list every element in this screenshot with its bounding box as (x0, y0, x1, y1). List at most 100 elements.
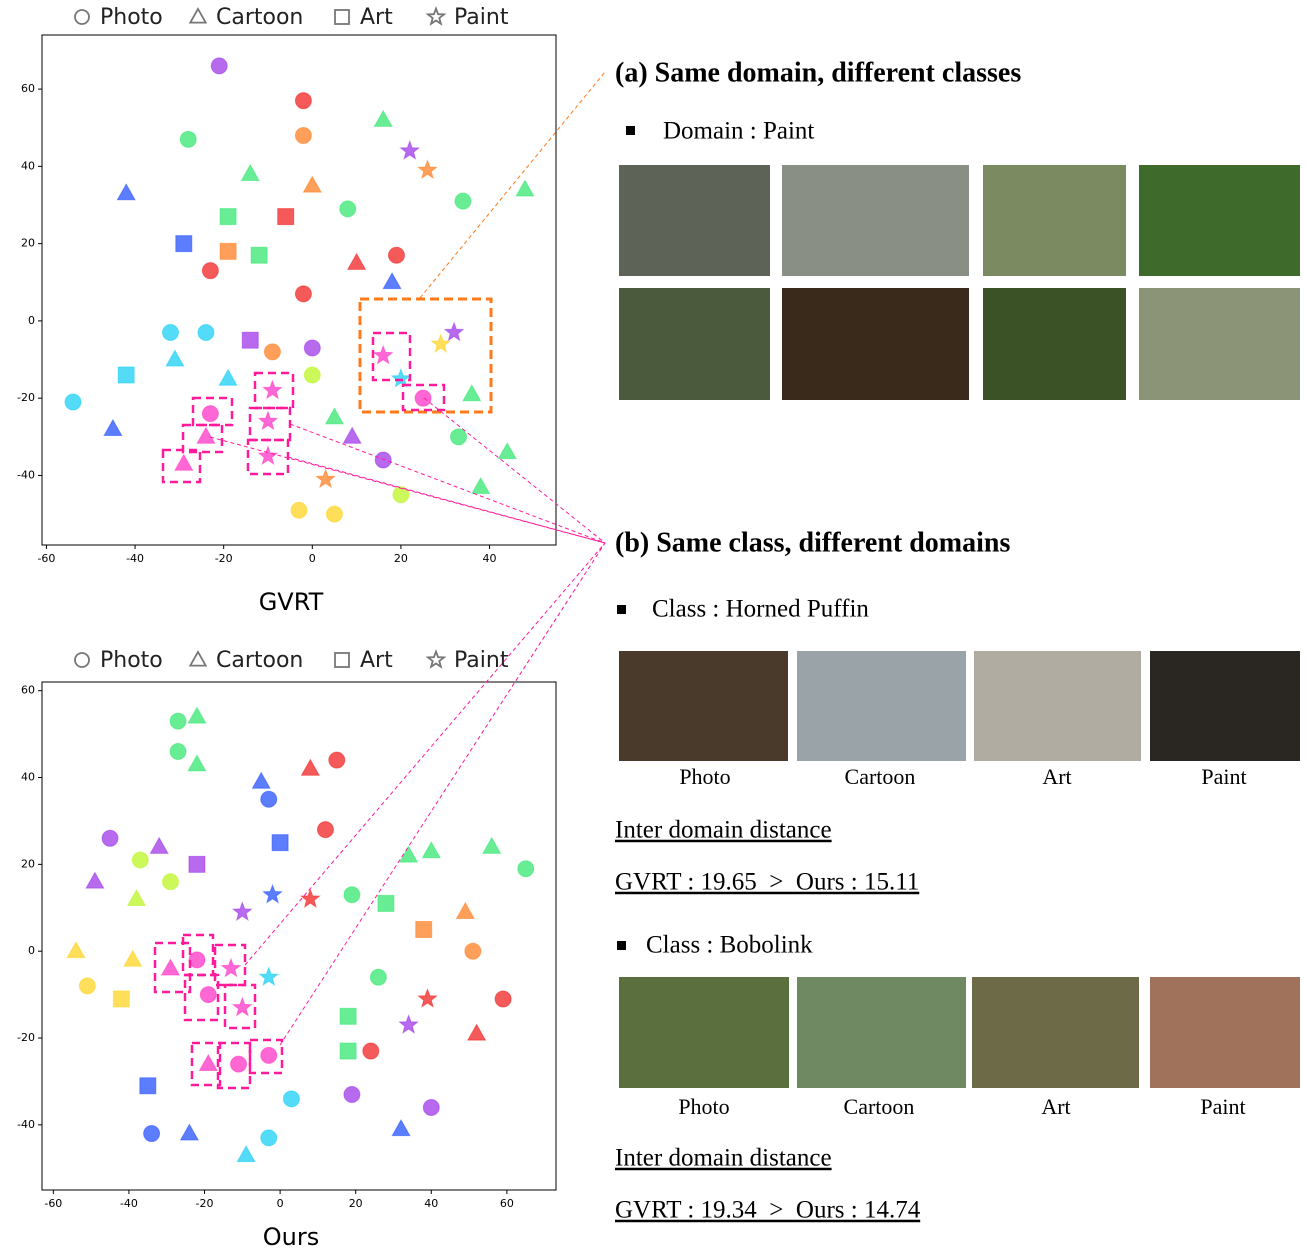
point (198, 325, 214, 341)
y-tick-label: 60 (21, 684, 35, 697)
image (619, 977, 789, 1088)
class-label: Class : Bobolink (646, 932, 813, 959)
point (261, 1130, 277, 1146)
point (65, 394, 81, 410)
point (295, 93, 311, 109)
figure: -60-40-2002040-40-200204060PhotoCartoonA… (0, 0, 1307, 1253)
image (1150, 651, 1300, 761)
image (983, 288, 1126, 400)
point (278, 209, 294, 225)
point (340, 1008, 356, 1024)
legend-marker (428, 652, 444, 667)
point (375, 452, 391, 468)
point (415, 390, 431, 406)
point (378, 895, 394, 911)
legend-label: Art (360, 648, 393, 673)
caption: Art (1042, 764, 1071, 789)
image (972, 977, 1139, 1088)
point (79, 978, 95, 994)
legend-marker (335, 653, 349, 667)
x-tick-label: 40 (424, 1197, 438, 1210)
point (451, 429, 467, 445)
y-tick-label: 0 (28, 944, 35, 957)
legend-label: Photo (100, 648, 163, 673)
point (295, 286, 311, 302)
x-tick-label: -40 (126, 552, 144, 565)
bullet (626, 126, 635, 135)
point (102, 830, 118, 846)
point (242, 332, 258, 348)
image (797, 651, 966, 761)
x-tick-label: -60 (37, 552, 55, 565)
image (619, 651, 788, 761)
panel-b-title: (b) Same class, different domains (615, 527, 1010, 558)
caption: Cartoon (844, 1094, 915, 1119)
plot-frame (42, 682, 556, 1190)
caption: Photo (678, 1094, 729, 1119)
point (163, 325, 179, 341)
image (1139, 165, 1300, 276)
point (170, 713, 186, 729)
point (231, 1056, 247, 1072)
point (340, 201, 356, 217)
point (340, 1043, 356, 1059)
x-tick-label: 40 (483, 552, 497, 565)
image (782, 165, 969, 276)
point (189, 856, 205, 872)
x-tick-label: 60 (500, 1197, 514, 1210)
legend-marker (190, 9, 205, 23)
panel-a-title: (a) Same domain, different classes (615, 57, 1021, 88)
point (416, 921, 432, 937)
y-tick-label: 0 (28, 314, 35, 327)
domain-label: Domain : Paint (663, 118, 814, 145)
y-tick-label: -40 (17, 468, 35, 481)
point (264, 344, 280, 360)
point (113, 991, 129, 1007)
x-tick-label: -20 (215, 552, 233, 565)
image-row (619, 651, 1300, 761)
point (304, 340, 320, 356)
point (272, 835, 288, 851)
point (132, 852, 148, 868)
caption: Paint (1201, 764, 1246, 789)
legend-label: Cartoon (216, 5, 303, 30)
image (974, 651, 1141, 761)
legend-marker (190, 652, 205, 666)
point (370, 969, 386, 985)
legend-label: Art (360, 5, 393, 30)
metric-label: Inter domain distance (615, 817, 832, 844)
point (304, 367, 320, 383)
point (423, 1100, 439, 1116)
point (118, 367, 134, 383)
point (144, 1126, 160, 1142)
bullet (617, 605, 626, 614)
legend-label: Paint (454, 648, 509, 673)
image (1150, 977, 1300, 1088)
legend-marker (428, 9, 444, 24)
legend-label: Paint (454, 5, 509, 30)
point (261, 791, 277, 807)
point (220, 243, 236, 259)
caption: Art (1041, 1094, 1070, 1119)
point (344, 887, 360, 903)
point (211, 58, 227, 74)
point (388, 247, 404, 263)
metric-label: Inter domain distance (615, 1145, 832, 1172)
point (455, 193, 471, 209)
point (261, 1047, 277, 1063)
image (619, 288, 770, 400)
x-tick-label: -40 (120, 1197, 138, 1210)
point (220, 209, 236, 225)
point (283, 1091, 299, 1107)
y-tick-label: 40 (21, 771, 35, 784)
point (344, 1086, 360, 1102)
point (200, 987, 216, 1003)
metric-result: GVRT : 19.65 > Ours : 15.11 (615, 869, 919, 896)
point (291, 502, 307, 518)
point (176, 236, 192, 252)
legend-marker (75, 653, 89, 667)
y-tick-label: 40 (21, 159, 35, 172)
point (465, 943, 481, 959)
point (251, 247, 267, 263)
